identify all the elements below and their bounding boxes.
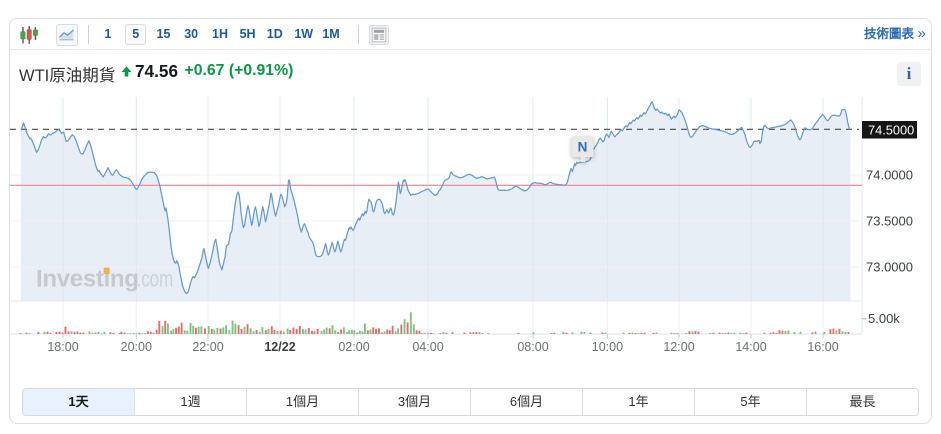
- svg-text:N: N: [578, 140, 588, 155]
- svg-text:16:00: 16:00: [807, 340, 838, 354]
- svg-text:74.5000: 74.5000: [868, 122, 914, 137]
- svg-text:20:00: 20:00: [121, 340, 152, 354]
- svg-text:74.0000: 74.0000: [866, 168, 913, 183]
- svg-text:18:00: 18:00: [47, 340, 78, 354]
- svg-text:22:00: 22:00: [192, 340, 223, 354]
- svg-text:73.0000: 73.0000: [866, 260, 913, 275]
- svg-text:73.5000: 73.5000: [866, 214, 913, 229]
- svg-text:12/22: 12/22: [264, 340, 295, 354]
- svg-text:12:00: 12:00: [663, 340, 694, 354]
- svg-text:10:00: 10:00: [592, 340, 623, 354]
- svg-text:08:00: 08:00: [517, 340, 548, 354]
- svg-text:14:00: 14:00: [735, 340, 766, 354]
- svg-text:04:00: 04:00: [412, 340, 443, 354]
- svg-text:02:00: 02:00: [338, 340, 369, 354]
- svg-text:5.00k: 5.00k: [868, 311, 900, 326]
- svg-text:Investing: Investing: [36, 266, 139, 293]
- svg-text:.com: .com: [137, 266, 174, 292]
